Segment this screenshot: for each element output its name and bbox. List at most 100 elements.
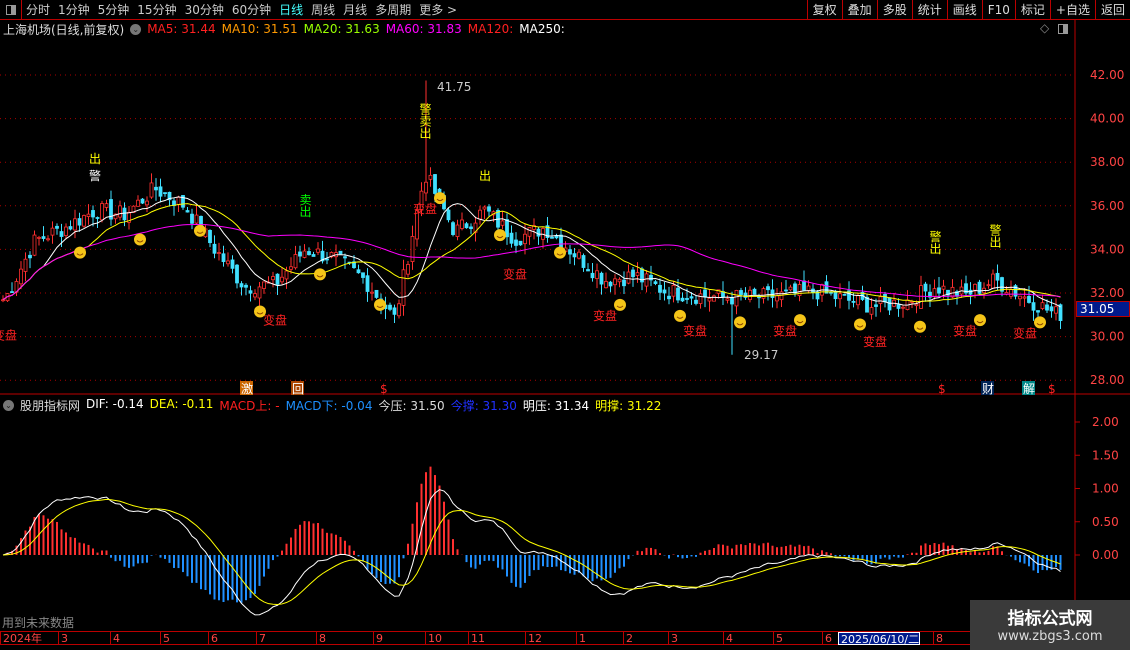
toolbar-button-4[interactable]: 画线	[946, 0, 982, 20]
smiley-mouth	[256, 312, 264, 315]
candle-body	[235, 264, 239, 284]
candle-body	[91, 210, 95, 218]
period-0[interactable]: 分时	[26, 3, 51, 17]
candle-body	[181, 195, 185, 208]
candle-body	[82, 215, 86, 227]
toolbar-button-1[interactable]: 叠加	[841, 0, 877, 20]
candle-body	[518, 240, 523, 246]
smiley-icon	[554, 246, 566, 259]
watermark-title: 指标公式网	[1007, 609, 1093, 629]
candle-body	[338, 250, 343, 255]
candle-body	[847, 290, 851, 301]
candle-body	[361, 272, 365, 278]
ma10-line	[2, 196, 1061, 308]
smiley-icon	[134, 233, 146, 246]
candle-body	[59, 231, 64, 237]
candle-body	[455, 224, 460, 237]
candle-body	[694, 299, 698, 304]
toolbar-button-5[interactable]: F10	[981, 0, 1015, 20]
panel-toggle-button[interactable]	[0, 0, 22, 20]
candle-body	[617, 278, 622, 283]
candle-body	[307, 251, 311, 256]
period-2[interactable]: 5分钟	[97, 3, 130, 17]
marker-bg	[1022, 381, 1035, 395]
signal-label: 警卖出	[418, 102, 432, 139]
smiley-face	[254, 305, 266, 318]
smiley-face	[734, 316, 746, 329]
macd-tick-label: 1.00	[1092, 482, 1119, 496]
period-5[interactable]: 60分钟	[231, 3, 272, 17]
diamond-icon[interactable]: ◇	[1040, 21, 1050, 35]
legend-item: MA20: 31.63	[303, 22, 380, 36]
smiley-face	[554, 246, 566, 259]
candle-body	[658, 284, 662, 293]
candle-body	[914, 303, 919, 307]
smiley-face	[194, 224, 206, 237]
smiley-face	[674, 309, 686, 322]
smiley-mouth	[436, 198, 444, 202]
candle-body	[932, 288, 937, 298]
candle-body	[1013, 285, 1018, 297]
y-tick-label: 28.00	[1090, 373, 1124, 387]
legend-item: MACD下: -0.04	[285, 398, 373, 413]
candle-body	[167, 191, 172, 201]
date-tick: 5	[773, 632, 783, 645]
period-3[interactable]: 15分钟	[137, 3, 177, 17]
candle-body	[136, 199, 140, 207]
candle-body	[581, 255, 586, 268]
period-6[interactable]: 日线	[279, 3, 304, 17]
dropdown-icon[interactable]: ⌄	[3, 399, 14, 411]
candle-body	[824, 281, 829, 294]
smiley-face	[794, 314, 806, 327]
period-9[interactable]: 多周期	[375, 3, 412, 17]
signal-label: 变盘	[593, 308, 617, 323]
candle-body	[761, 288, 766, 299]
y-tick-label: 32.00	[1090, 286, 1124, 300]
candle-body	[712, 295, 716, 302]
macd-tick-label: 2.00	[1092, 415, 1119, 429]
smiley-mouth	[736, 322, 744, 326]
candle-body	[370, 291, 374, 294]
toolbar-button-8[interactable]: 返回	[1094, 0, 1130, 20]
candle-body	[1027, 295, 1031, 303]
candle-body	[1009, 289, 1013, 297]
period-4[interactable]: 30分钟	[184, 3, 224, 17]
candle-body	[752, 288, 757, 295]
bottom-marker: 回	[292, 382, 304, 396]
candle-body	[568, 249, 572, 255]
candle-body	[253, 293, 257, 298]
date-tick: 4	[723, 632, 733, 645]
candle-body	[73, 218, 77, 231]
bottom-marker: 解	[1023, 382, 1035, 396]
signal-label: 变盘	[953, 323, 977, 338]
smiley-icon	[314, 268, 326, 281]
candle-body	[941, 285, 946, 290]
period-8[interactable]: 月线	[343, 3, 368, 17]
smiley-mouth	[496, 235, 504, 239]
period-10[interactable]: 更多 >	[419, 3, 458, 17]
candle-body	[653, 281, 658, 284]
toolbar-button-2[interactable]: 多股	[876, 0, 912, 20]
candle-body	[298, 251, 302, 257]
candle-body	[388, 304, 392, 310]
candle-body	[284, 270, 289, 280]
date-tick: 7	[256, 632, 266, 645]
smiley-mouth	[76, 253, 84, 256]
period-1[interactable]: 1分钟	[58, 3, 90, 17]
toolbar-button-3[interactable]: 统计	[911, 0, 947, 20]
panel-icon[interactable]	[1058, 24, 1068, 34]
smiley-face	[374, 298, 386, 311]
candle-body	[977, 281, 982, 294]
toolbar-button-7[interactable]: +自选	[1049, 0, 1095, 20]
toolbar-button-6[interactable]: 标记	[1014, 0, 1050, 20]
candle-body	[77, 218, 82, 226]
period-7[interactable]: 周线	[311, 3, 336, 17]
ma60-line	[2, 223, 1061, 301]
legend-item: MA120:	[467, 22, 514, 36]
candle-body	[604, 281, 608, 289]
date-tick: 12	[525, 632, 542, 645]
candle-body	[32, 234, 37, 256]
candle-body	[919, 285, 923, 309]
dropdown-icon[interactable]: ⌄	[130, 23, 142, 35]
toolbar-button-0[interactable]: 复权	[806, 0, 842, 20]
